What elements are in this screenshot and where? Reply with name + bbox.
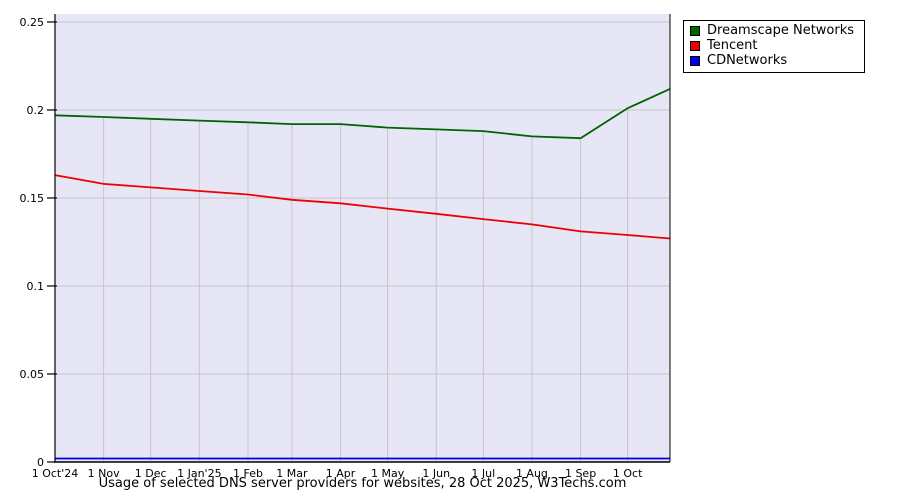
legend-label: Tencent — [707, 38, 758, 53]
x-tick-label: 1 Oct — [613, 467, 643, 480]
x-tick-label: 1 Jun — [422, 467, 450, 480]
legend-label: CDNetworks — [707, 53, 788, 68]
chart-title: Usage of selected DNS server providers f… — [98, 476, 627, 491]
x-tick-label: 1 Mar — [276, 467, 308, 480]
legend: Dreamscape Networks Tencent CDNetworks — [683, 20, 866, 73]
y-tick-label: 0.15 — [20, 192, 45, 205]
x-tick-label: 1 May — [371, 467, 405, 480]
x-tick-label: 1 Jan'25 — [177, 467, 221, 480]
x-tick-label: 1 Nov — [88, 467, 120, 480]
x-tick-label: 1 Aug — [516, 467, 548, 480]
x-tick-label: 1 Oct'24 — [32, 467, 79, 480]
y-tick-label: 0.25 — [20, 16, 45, 29]
plot-area — [55, 14, 670, 462]
legend-label: Dreamscape Networks — [707, 23, 855, 38]
y-tick-label: 0.1 — [27, 280, 45, 293]
legend-item: Tencent — [690, 39, 854, 53]
legend-item: Dreamscape Networks — [690, 24, 854, 38]
x-tick-label: 1 Feb — [233, 467, 263, 480]
legend-swatch-tencent-icon — [690, 41, 700, 51]
x-tick-label: 1 Dec — [135, 467, 167, 480]
series-line — [54, 88, 671, 140]
x-tick-label: 1 Apr — [326, 467, 356, 480]
series-line — [54, 174, 671, 240]
x-tick-label: 1 Jul — [471, 467, 495, 480]
legend-swatch-cdnetworks-icon — [690, 56, 700, 66]
y-tick-label: 0.2 — [27, 104, 45, 117]
x-tick-label: 1 Sep — [565, 467, 596, 480]
legend-swatch-dreamscape-icon — [690, 26, 700, 36]
legend-item: CDNetworks — [690, 54, 854, 68]
y-tick-label: 0.05 — [20, 368, 45, 381]
y-tick-label: 0 — [37, 456, 44, 469]
